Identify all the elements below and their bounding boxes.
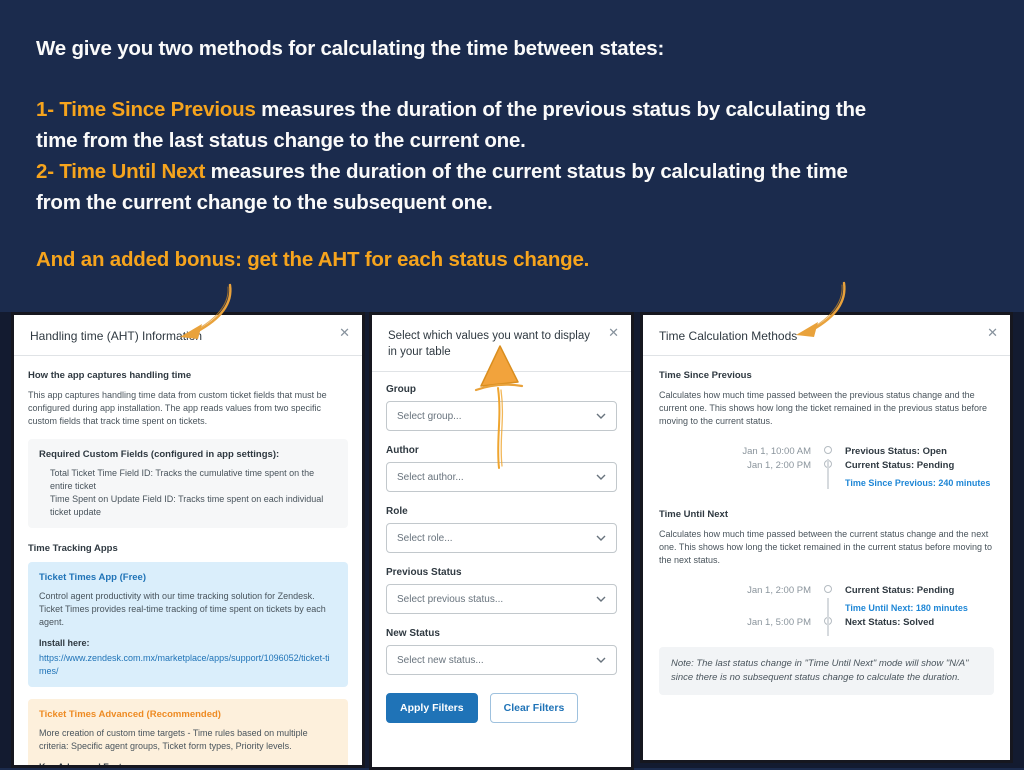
previous-status-select-placeholder: Select previous status... <box>397 593 504 605</box>
author-field-label: Author <box>386 445 419 456</box>
spacer <box>36 64 996 94</box>
methods-modal-header: Time Calculation Methods ✕ <box>643 315 1010 356</box>
new-status-select-placeholder: Select new status... <box>397 654 484 666</box>
aht-information-modal: Handling time (AHT) Information ✕ How th… <box>11 312 365 768</box>
until-next-timeline: Jan 1, 2:00 PM Current Status: Pending T… <box>659 583 994 636</box>
time-until-next-heading: Time Until Next <box>659 509 728 520</box>
method2-name: 2- Time Until Next <box>36 160 206 183</box>
method2-line2: from the current change to the subsequen… <box>36 191 493 214</box>
event-detail: Current Status: Pending Time Until Next:… <box>845 583 968 615</box>
timeline-connector-line <box>827 459 829 489</box>
method1-rest: measures the duration of the previous st… <box>255 98 866 121</box>
aht-modal-title: Handling time (AHT) Information <box>30 329 203 343</box>
marketplace-link[interactable]: https://www.zendesk.com.mx/marketplace/a… <box>39 653 330 676</box>
method2-rest: measures the duration of the current sta… <box>205 160 848 183</box>
timeline-event: Jan 1, 10:00 AM Previous Status: Open <box>659 444 994 458</box>
chevron-down-icon <box>596 657 606 663</box>
timeline-connector-line <box>827 598 829 636</box>
timeline-event: Jan 1, 2:00 PM Current Status: Pending T… <box>659 583 994 615</box>
close-icon[interactable]: ✕ <box>987 325 998 340</box>
chevron-down-icon <box>596 535 606 541</box>
event-detail: Next Status: Solved <box>845 615 934 629</box>
aht-section-heading: How the app captures handling time <box>28 370 192 381</box>
timeline-dot-icon <box>824 585 832 593</box>
chevron-down-icon <box>596 413 606 419</box>
intro-heading: We give you two methods for calculating … <box>36 37 665 60</box>
role-field-label: Role <box>386 506 408 517</box>
time-until-next-description: Calculates how much time passed between … <box>659 529 993 565</box>
group-select-placeholder: Select group... <box>397 410 462 422</box>
event-time: Jan 1, 5:00 PM <box>747 617 811 628</box>
event-detail: Current Status: Pending Time Since Previ… <box>845 458 990 490</box>
method1-line2: time from the last status change to the … <box>36 129 526 152</box>
filters-modal-body: Group Select group... Author Select auth… <box>372 372 631 735</box>
chevron-down-icon <box>596 596 606 602</box>
event-detail: Previous Status: Open <box>845 444 947 458</box>
spacer <box>36 218 996 244</box>
role-select[interactable]: Select role... <box>386 523 617 553</box>
note-box: Note: The last status change in "Time Un… <box>659 647 994 695</box>
required-field-line: Total Ticket Time Field ID: Tracks the c… <box>50 468 315 491</box>
new-status-field-label: New Status <box>386 628 440 639</box>
method1-name: 1- Time Since Previous <box>36 98 256 121</box>
free-app-box: Ticket Times App (Free) Control agent pr… <box>28 562 348 687</box>
advanced-app-title: Ticket Times Advanced (Recommended) <box>39 709 221 720</box>
time-since-previous-description: Calculates how much time passed between … <box>659 390 988 426</box>
event-label: Previous Status: Open <box>845 446 947 457</box>
group-select[interactable]: Select group... <box>386 401 617 431</box>
free-app-description: Control agent productivity with our time… <box>39 591 326 627</box>
methods-modal-body: Time Since Previous Calculates how much … <box>643 356 1010 708</box>
chevron-down-icon <box>596 474 606 480</box>
previous-status-select[interactable]: Select previous status... <box>386 584 617 614</box>
bonus-line: And an added bonus: get the AHT for each… <box>36 248 590 271</box>
filters-modal-title: Select which values you want to display … <box>388 330 590 358</box>
timeline-dot-icon <box>824 446 832 454</box>
since-previous-timeline: Jan 1, 10:00 AM Previous Status: Open Ja… <box>659 444 994 490</box>
time-calculation-methods-modal: Time Calculation Methods ✕ Time Since Pr… <box>640 312 1013 763</box>
clear-filters-button[interactable]: Clear Filters <box>489 693 579 723</box>
aht-modal-header: Handling time (AHT) Information ✕ <box>14 315 362 356</box>
event-label: Next Status: Solved <box>845 617 935 628</box>
event-result: Time Since Previous: 240 minutes <box>845 478 991 488</box>
event-time: Jan 1, 2:00 PM <box>747 585 811 596</box>
table-filters-modal: Select which values you want to display … <box>369 312 634 770</box>
author-select-placeholder: Select author... <box>397 471 464 483</box>
time-since-previous-heading: Time Since Previous <box>659 370 752 381</box>
event-time: Jan 1, 2:00 PM <box>747 460 811 471</box>
advanced-app-description: More creation of custom time targets - T… <box>39 728 308 751</box>
filters-modal-header: Select which values you want to display … <box>372 315 631 372</box>
methods-modal-title: Time Calculation Methods <box>659 329 798 343</box>
event-result: Time Until Next: 180 minutes <box>845 603 968 613</box>
aht-section-paragraph: This app captures handling time data fro… <box>28 390 327 426</box>
close-icon[interactable]: ✕ <box>608 325 619 340</box>
time-tracking-apps-heading: Time Tracking Apps <box>28 543 118 554</box>
install-here-label: Install here: <box>39 638 90 648</box>
event-label: Current Status: Pending <box>845 585 955 596</box>
timeline-dot-column <box>811 444 845 454</box>
close-icon[interactable]: ✕ <box>339 325 350 340</box>
event-label: Current Status: Pending <box>845 460 955 471</box>
method2-line1: 2- Time Until Next measures the duration… <box>36 156 996 187</box>
event-time: Jan 1, 10:00 AM <box>742 446 811 457</box>
group-field-label: Group <box>386 384 416 395</box>
intro-text-block: We give you two methods for calculating … <box>36 33 996 275</box>
required-field-line: Time Spent on Update Field ID: Tracks ti… <box>50 494 324 517</box>
apply-filters-button[interactable]: Apply Filters <box>386 693 478 723</box>
author-select[interactable]: Select author... <box>386 462 617 492</box>
advanced-app-box: Ticket Times Advanced (Recommended) More… <box>28 699 348 768</box>
timeline-dot-column <box>811 583 845 593</box>
aht-modal-body: How the app captures handling time This … <box>14 356 362 768</box>
filters-button-row: Apply Filters Clear Filters <box>386 693 617 723</box>
required-fields-heading: Required Custom Fields (configured in ap… <box>39 449 280 460</box>
free-app-title: Ticket Times App (Free) <box>39 572 146 583</box>
method1-line1: 1- Time Since Previous measures the dura… <box>36 94 996 125</box>
required-fields-box: Required Custom Fields (configured in ap… <box>28 439 348 528</box>
new-status-select[interactable]: Select new status... <box>386 645 617 675</box>
previous-status-field-label: Previous Status <box>386 567 462 578</box>
role-select-placeholder: Select role... <box>397 532 453 544</box>
key-features-heading: Key Advanced Features: <box>39 762 144 768</box>
